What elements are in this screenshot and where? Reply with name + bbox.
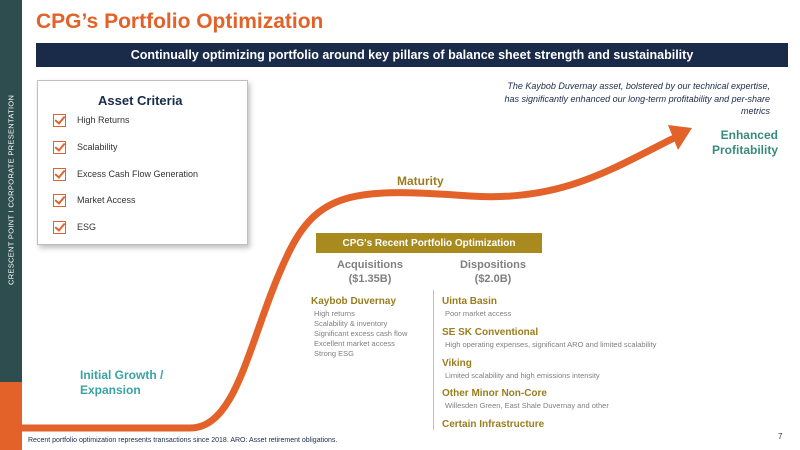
- column-divider: [433, 290, 434, 430]
- checkbox-checked-icon: [53, 167, 66, 181]
- page-number: 7: [778, 432, 783, 441]
- disposition-title: Certain Infrastructure: [442, 419, 545, 430]
- disposition-detail: Limited scalability and high emissions i…: [445, 371, 600, 380]
- acquisition-detail: Excellent market access: [314, 339, 395, 348]
- criteria-item: Market Access: [53, 191, 136, 209]
- acquisition-title: Kaybob Duvernay: [311, 296, 397, 307]
- checkbox-checked-icon: [53, 193, 66, 207]
- disposition-detail: Willesden Green, East Shale Duvernay and…: [445, 401, 609, 410]
- disposition-detail: Poor market access: [445, 309, 512, 318]
- criteria-item: ESG: [53, 218, 96, 236]
- disposition-detail: High operating expenses, significant ARO…: [445, 340, 657, 349]
- criteria-item: Scalability: [53, 138, 118, 156]
- acquisition-detail: Scalability & inventory: [314, 319, 388, 328]
- kaybob-note: The Kaybob Duvernay asset, bolstered by …: [504, 81, 770, 116]
- acquisitions-header: Acquisitions ($1.35B): [310, 258, 430, 286]
- asset-criteria-title: Asset Criteria: [98, 93, 183, 108]
- criteria-label: High Returns: [77, 115, 130, 125]
- criteria-item: High Returns: [53, 111, 130, 129]
- criteria-label: Excess Cash Flow Generation: [77, 169, 199, 179]
- acquisition-detail: Strong ESG: [314, 349, 355, 358]
- dispositions-heading: Dispositions: [459, 259, 526, 271]
- dispositions-header: Dispositions ($2.0B): [433, 258, 553, 286]
- criteria-label: ESG: [77, 222, 97, 232]
- growth-curve-line: [18, 135, 676, 432]
- disposition-title: Other Minor Non-Core: [442, 388, 547, 399]
- footnote: Recent portfolio optimization represents…: [28, 437, 338, 444]
- sidebar-accent-bar: [0, 382, 22, 450]
- asset-criteria-box: Asset Criteria High Returns Scalability …: [37, 80, 248, 245]
- disposition-title: Viking: [442, 358, 472, 369]
- stage-initial-growth: Initial Growth / Expansion: [80, 368, 164, 397]
- dispositions-amount: ($2.0B): [474, 273, 512, 285]
- acquisition-detail: High returns: [314, 309, 355, 318]
- criteria-item: Excess Cash Flow Generation: [53, 165, 198, 183]
- acquisitions-amount: ($1.35B): [348, 273, 392, 285]
- growth-arrowhead: [668, 125, 692, 150]
- acquisition-detail: Significant excess cash flow: [314, 329, 408, 338]
- checkbox-checked-icon: [53, 140, 66, 154]
- criteria-label: Market Access: [77, 195, 136, 205]
- subtitle-banner: Continually optimizing portfolio around …: [36, 43, 788, 67]
- optimization-banner: CPG's Recent Portfolio Optimization: [316, 233, 542, 253]
- stage-enhanced-profitability: Enhanced Profitability: [711, 128, 778, 157]
- acquisitions-heading: Acquisitions: [336, 259, 403, 271]
- disposition-title: SE SK Conventional: [442, 327, 539, 338]
- sidebar: CRESCENT POINT I CORPORATE PRESENTATION: [0, 0, 22, 450]
- disposition-title: Uinta Basin: [442, 296, 498, 307]
- checkbox-checked-icon: [53, 220, 66, 234]
- page-title: CPG’s Portfolio Optimization: [36, 10, 324, 33]
- checkbox-checked-icon: [53, 113, 66, 127]
- stage-maturity: Maturity: [397, 174, 444, 188]
- criteria-label: Scalability: [77, 142, 118, 152]
